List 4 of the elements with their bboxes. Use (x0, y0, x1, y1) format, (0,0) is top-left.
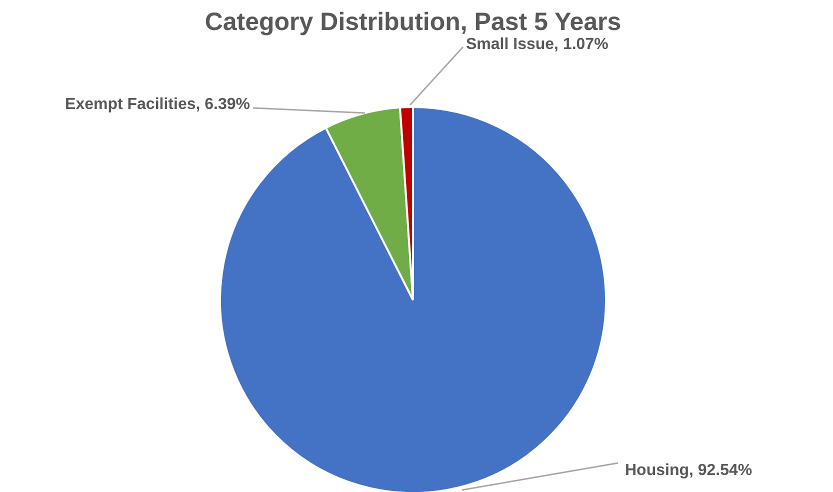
slice-label: Housing, 92.54% (625, 462, 752, 479)
chart-title: Category Distribution, Past 5 Years (204, 8, 622, 36)
slice-label: Exempt Facilities, 6.39% (65, 96, 250, 113)
slice-label: Small Issue, 1.07% (466, 36, 608, 53)
